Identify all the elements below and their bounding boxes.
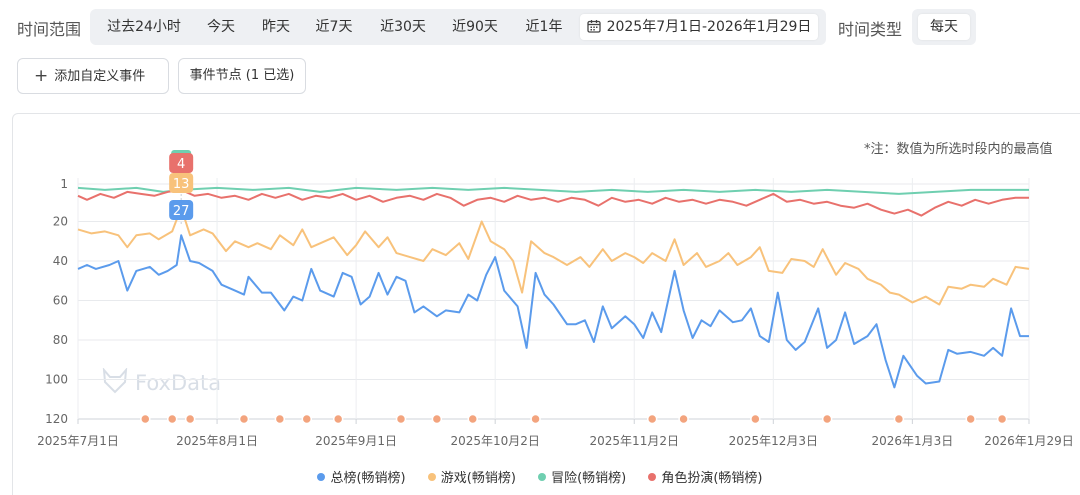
legend-label-adventure: 冒险(畅销榜)	[551, 471, 627, 486]
y-tick-label: 60	[53, 294, 68, 308]
event-node-dot	[238, 413, 250, 425]
event-node-dot	[467, 413, 479, 425]
y-tick-label: 40	[53, 254, 68, 268]
event-nodes-label: 事件节点 (1 已选)	[189, 68, 295, 83]
legend-label-rpg: 角色扮演(畅销榜)	[661, 471, 763, 486]
legend-item-total[interactable]: 总榜(畅销榜)	[317, 467, 406, 486]
legend-item-game[interactable]: 游戏(畅销榜)	[427, 467, 516, 486]
event-node-dot	[140, 413, 151, 425]
event-node-dot	[965, 413, 976, 425]
time-range-option-7d[interactable]: 近7天	[315, 19, 353, 35]
date-range-text: 2025年7月1日-2026年1月29日	[606, 19, 812, 35]
calendar-icon	[586, 20, 601, 33]
legend-dot-rpg	[648, 473, 657, 481]
filter-bar: 时间范围 过去24小时 今天 昨天 近7天 近30天 近90天 近1年 2025…	[0, 0, 1080, 54]
event-node-dot	[274, 413, 286, 425]
fox-logo-icon	[102, 367, 128, 394]
x-tick-label: 2025年8月1日	[176, 434, 258, 448]
series-line-total	[77, 234, 1029, 389]
event-node-dot	[301, 413, 313, 425]
time-range-option-90d[interactable]: 近90天	[452, 19, 498, 35]
annotation-layer: 4 13 27	[169, 150, 194, 224]
event-node-dot	[332, 413, 344, 425]
add-custom-event-label: 添加自定义事件	[54, 69, 146, 84]
series-line-game	[77, 206, 1030, 306]
x-tick-label: 2025年7月1日	[37, 434, 119, 448]
x-tick-label: 2025年11月2日	[590, 434, 679, 448]
event-node-dot	[395, 413, 407, 425]
x-tick-label: 2025年12月3日	[729, 434, 818, 448]
time-range-selector: 过去24小时 今天 昨天 近7天 近30天 近90天 近1年 2025年7月1日…	[90, 9, 826, 45]
watermark-logo: FoxData	[101, 367, 222, 395]
y-tick-label: 100	[45, 373, 68, 387]
annotation-badge-game	[169, 173, 194, 193]
annotation-label-total: 27	[173, 204, 190, 219]
series-line-adventure	[77, 186, 1029, 195]
time-range-label: 时间范围	[17, 20, 82, 39]
annotation-label-rpg: 4	[177, 157, 185, 172]
x-tick-label: 2026年1月3日	[871, 434, 953, 448]
time-type-selector: 每天	[912, 9, 976, 45]
x-tick-label: 2026年1月29日	[984, 434, 1073, 448]
event-node-dot	[678, 413, 689, 425]
add-custom-event-button[interactable]: + 添加自定义事件	[17, 58, 169, 94]
legend-item-adventure[interactable]: 冒险(畅销榜)	[538, 467, 626, 486]
event-layer	[140, 413, 1008, 425]
legend-dot-game	[427, 473, 436, 481]
time-type-option-daily[interactable]: 每天	[918, 14, 970, 40]
legend-dot-adventure	[538, 473, 547, 481]
date-range-picker[interactable]: 2025年7月1日-2026年1月29日	[580, 14, 818, 40]
annotation-badge-total	[169, 200, 194, 220]
event-node-dot	[431, 413, 443, 425]
event-node-dot	[821, 413, 833, 425]
legend-label-total: 总榜(畅销榜)	[330, 471, 406, 486]
y-tick-label: 120	[45, 412, 68, 426]
time-range-option-30d[interactable]: 近30天	[380, 19, 426, 35]
y-tick-label: 20	[53, 215, 68, 229]
legend-item-rpg[interactable]: 角色扮演(畅销榜)	[648, 467, 763, 486]
time-type-label: 时间类型	[838, 20, 903, 39]
time-range-option-24h[interactable]: 过去24小时	[107, 19, 181, 35]
series-line-rpg	[77, 188, 1029, 217]
time-range-option-today[interactable]: 今天	[207, 19, 235, 35]
y-tick-label: 80	[53, 333, 68, 347]
grid-layer	[77, 178, 1030, 420]
event-node-dot	[646, 413, 658, 425]
annotation-label-game: 13	[173, 177, 190, 192]
event-node-dot	[184, 413, 196, 425]
chart-note: *注：数值为所选时段内的最高值	[864, 142, 1053, 157]
y-tick-label: 1	[60, 177, 68, 191]
annotation-badge-rpg	[169, 153, 194, 173]
plus-icon: +	[34, 66, 49, 86]
watermark-text: FoxData	[135, 371, 222, 395]
legend-label-game: 游戏(畅销榜)	[440, 471, 516, 486]
event-node-dot	[996, 413, 1008, 425]
x-tick-label: 2025年9月1日	[315, 434, 397, 448]
x-tick-label: 2025年10月2日	[450, 434, 539, 448]
series-layer	[77, 186, 1030, 389]
chart-legend: 总榜(畅销榜) 游戏(畅销榜) 冒险(畅销榜) 角色扮演(畅销榜)	[0, 467, 1080, 486]
event-node-dot	[750, 413, 761, 425]
event-nodes-button[interactable]: 事件节点 (1 已选)	[178, 58, 306, 94]
event-node-dot	[893, 413, 905, 425]
time-range-option-1y[interactable]: 近1年	[525, 19, 563, 35]
legend-dot-total	[317, 473, 326, 481]
time-range-option-yesterday[interactable]: 昨天	[262, 19, 290, 35]
event-node-dot	[530, 413, 541, 425]
event-node-dot	[166, 413, 178, 425]
